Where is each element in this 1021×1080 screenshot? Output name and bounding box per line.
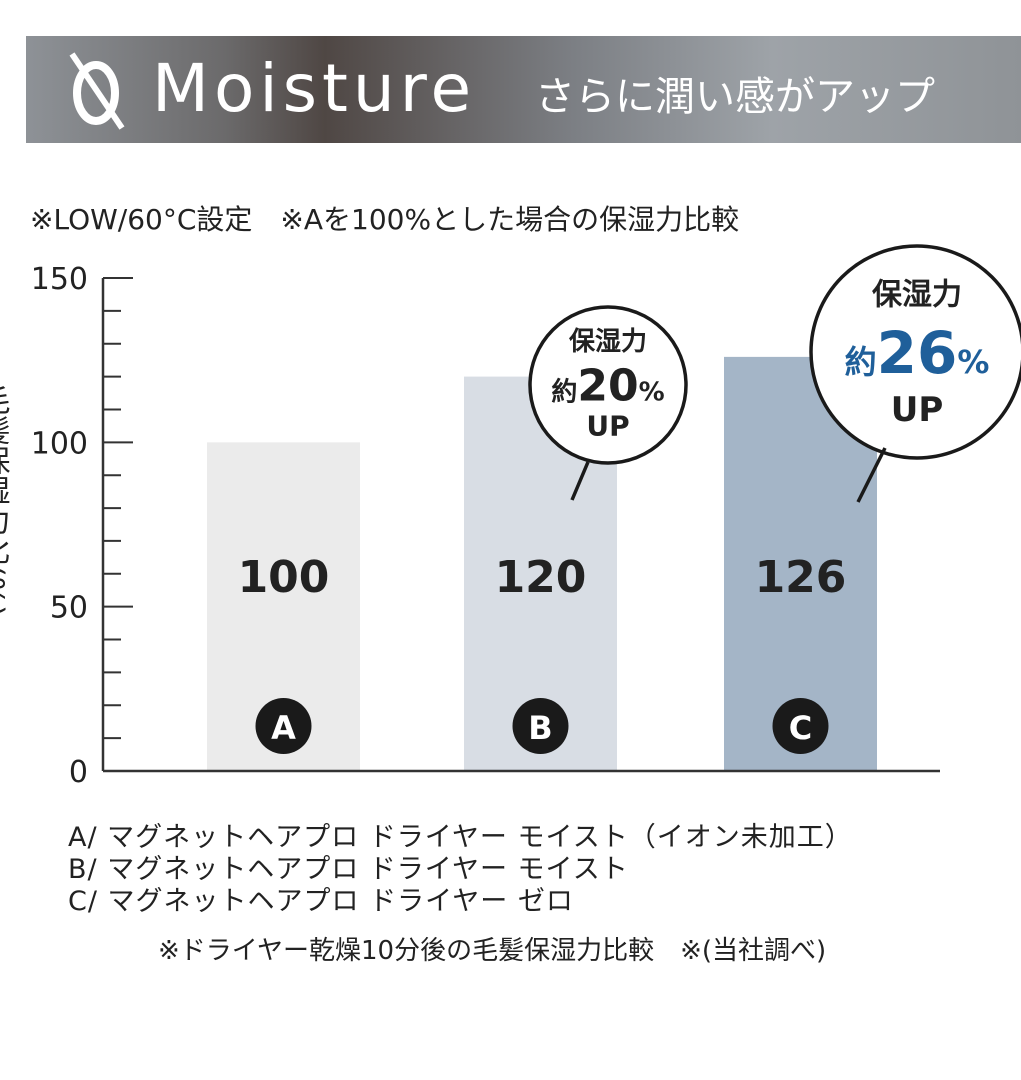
header-banner [26,36,1021,143]
callout-title: 保湿力 [568,327,647,357]
callout-pointer [856,447,887,503]
callout-title: 保湿力 [872,277,962,312]
category-label: B [528,709,552,747]
callout-bubble-C [809,244,1021,460]
bar-value-label: 126 [755,552,847,603]
callout-up: UP [891,390,944,430]
category-badge [512,698,569,754]
callout-pointer [570,461,590,501]
bar-value-label: 100 [238,552,330,603]
legend-item-c: C/ マグネットヘアプロ ドライヤー ゼロ [68,886,574,917]
y-tick-label: 150 [31,262,88,297]
legend-item-b: B/ マグネットヘアプロ ドライヤー モイスト [68,854,629,885]
y-axis-label: 毛髪保湿力比(%) [0,385,11,617]
footnote: ※ドライヤー乾燥10分後の毛髪保湿力比較 ※(当社調べ) [158,936,827,966]
header-title: Moisture [152,50,477,127]
moisture-zero-logo [69,52,125,130]
category-label: A [271,709,296,747]
callout-up: UP [586,410,629,443]
y-tick-label: 50 [50,591,88,626]
bar-chart: 毛髪保湿力比(%) 100A120B126C050100150保湿力約20%UP保… [0,244,1021,790]
callout-bubble-B [528,305,688,465]
chart-note: ※LOW/60°C設定 ※Aを100%とした場合の保湿力比較 [30,203,740,236]
category-badge [255,698,312,754]
y-tick-label: 0 [69,755,88,790]
y-tick-label: 100 [31,426,88,461]
callout-value: 約26% [845,319,990,387]
category-badge [772,698,829,754]
bar-value-label: 120 [495,552,587,603]
header-subtitle: さらに潤い感がアップ [535,74,935,120]
legend-item-a: A/ マグネットヘアプロ ドライヤー モイスト（イオン未加工） [68,822,853,853]
category-label: C [789,709,812,747]
callout-value: 約20% [551,361,664,412]
